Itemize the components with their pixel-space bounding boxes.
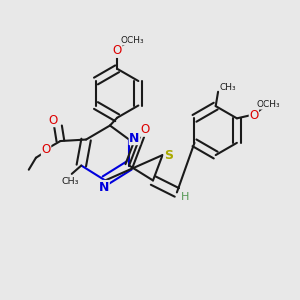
Text: O: O xyxy=(249,109,259,122)
Text: O: O xyxy=(112,44,122,57)
Text: O: O xyxy=(41,143,51,156)
Text: O: O xyxy=(140,123,149,136)
Text: S: S xyxy=(164,149,173,163)
Text: CH₃: CH₃ xyxy=(220,83,236,92)
Text: N: N xyxy=(99,181,109,194)
Text: H: H xyxy=(181,192,189,202)
Text: O: O xyxy=(49,114,58,127)
Text: OCH₃: OCH₃ xyxy=(256,100,280,109)
Text: OCH₃: OCH₃ xyxy=(120,36,144,45)
Text: N: N xyxy=(129,132,140,145)
Text: CH₃: CH₃ xyxy=(62,177,79,186)
